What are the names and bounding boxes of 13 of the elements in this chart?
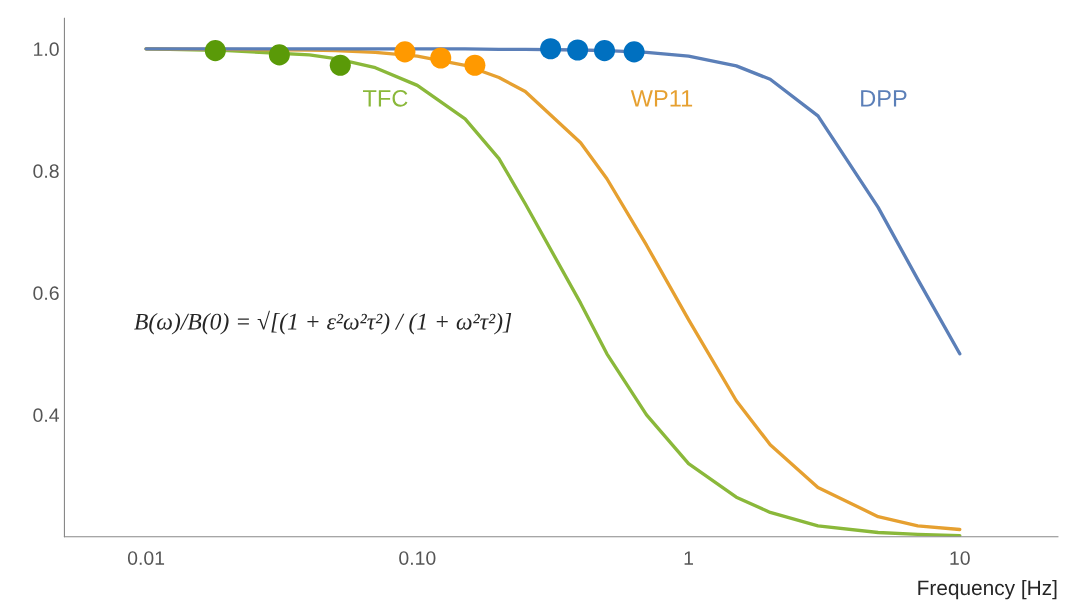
y-tick-label: 0.6 bbox=[33, 286, 59, 301]
x-tick-label: 0.01 bbox=[127, 551, 165, 565]
annotation: B(ω)/B(0) = √[(1 + ε²ω²τ²) / (1 + ω²τ²)] bbox=[134, 310, 512, 335]
y-tick-label: 0.4 bbox=[33, 408, 60, 423]
text: WP11 bbox=[630, 90, 693, 107]
series-label: DPP bbox=[861, 90, 907, 107]
x-tick-label: 10 bbox=[950, 551, 970, 565]
x-axis-title: Frequency [Hz] bbox=[918, 579, 1057, 600]
y-tick-label: 1.0 bbox=[34, 42, 59, 57]
y-tick-label: 0.8 bbox=[33, 164, 59, 179]
x-tick-label: 0.10 bbox=[399, 551, 436, 565]
x-tick-label: 1 bbox=[684, 551, 694, 565]
series-label: TFC bbox=[363, 89, 408, 107]
